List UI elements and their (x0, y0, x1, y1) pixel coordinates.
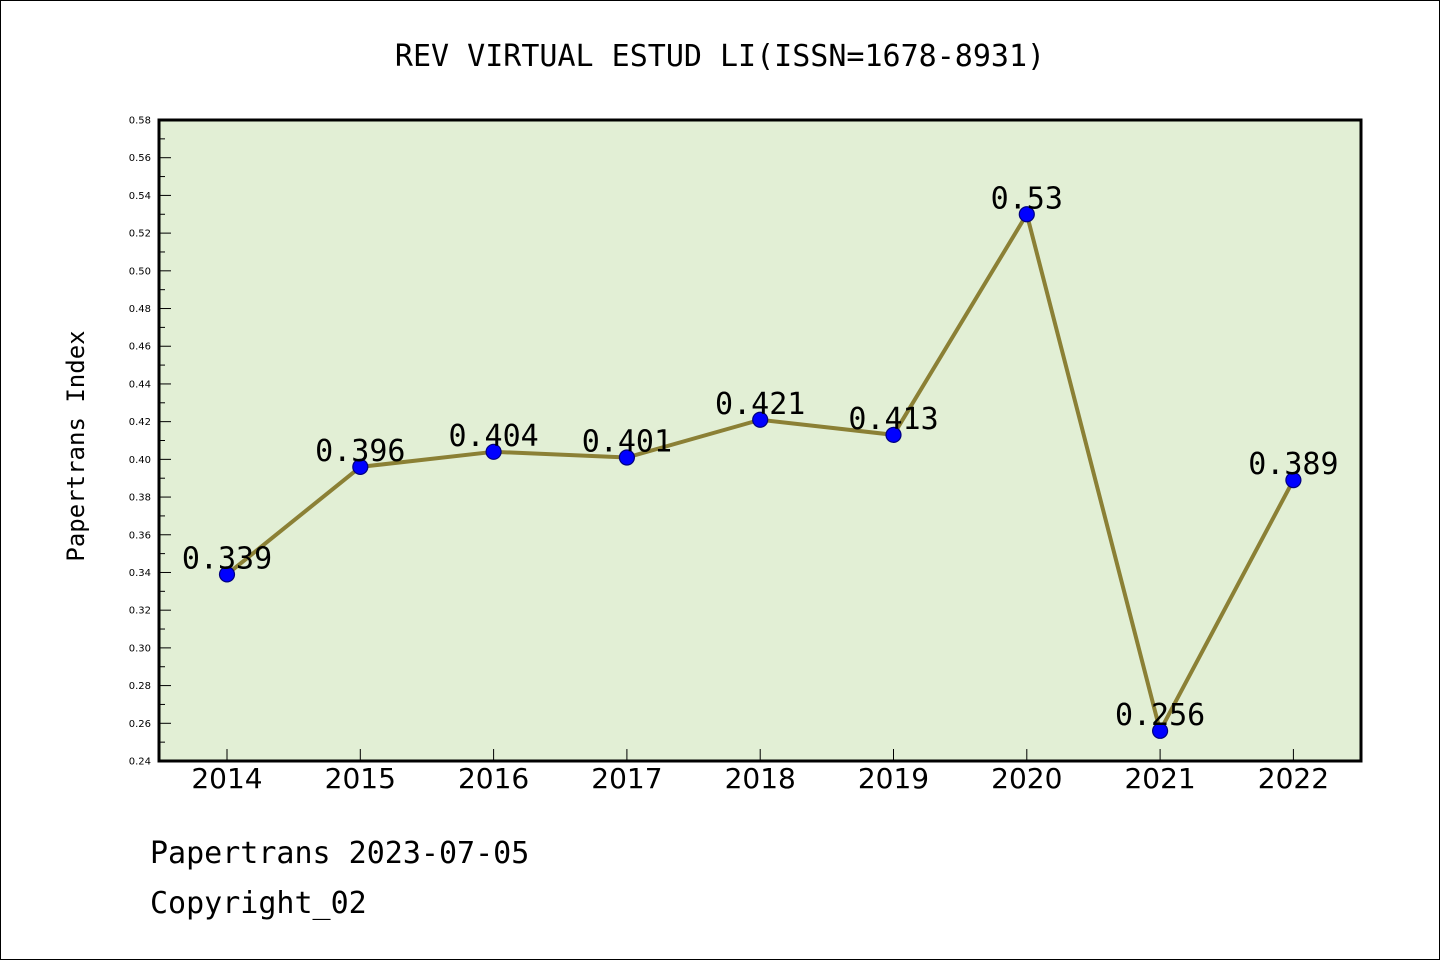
data-point (1018, 206, 1035, 223)
x-tick-label: 2016 (458, 762, 529, 795)
data-label: 0.413 (848, 402, 938, 437)
y-tick-label: 0.54 (129, 191, 151, 202)
x-tick-label: 2019 (858, 762, 929, 795)
data-label: 0.421 (715, 387, 805, 422)
data-point (485, 443, 502, 460)
x-tick-label: 2015 (325, 762, 396, 795)
footer-copyright: Copyright_02 (150, 886, 367, 921)
data-point (752, 411, 769, 428)
y-tick-label: 0.40 (129, 455, 151, 466)
y-tick-label: 0.36 (129, 530, 151, 541)
data-label: 0.404 (448, 419, 538, 454)
y-tick-label: 0.52 (129, 229, 151, 240)
y-tick-label: 0.48 (129, 304, 151, 315)
y-tick-label: 0.44 (129, 379, 151, 390)
data-label: 0.53 (991, 181, 1063, 216)
data-label: 0.339 (182, 541, 272, 576)
data-point (1151, 722, 1169, 739)
data-point (218, 566, 236, 583)
y-axis: 0.24 0.26 0.28 0.30 0.32 0.34 0.36 0.38 0.40 0.42… (129, 116, 171, 768)
y-tick-label: 0.30 (129, 643, 151, 654)
x-tick-label: 2022 (1258, 762, 1329, 795)
data-label: 0.256 (1115, 698, 1205, 733)
data-point (618, 449, 636, 466)
data-point (885, 426, 902, 443)
data-point (1285, 471, 1302, 489)
data-label: 0.401 (582, 424, 672, 459)
y-tick-label: 0.28 (129, 681, 151, 692)
y-tick-label: 0.24 (129, 757, 151, 768)
y-tick-label: 0.58 (129, 116, 151, 127)
x-tick-label: 2014 (191, 762, 262, 795)
y-tick-label: 0.56 (129, 153, 151, 164)
y-tick-label: 0.50 (129, 266, 151, 277)
data-label: 0.389 (1248, 447, 1338, 482)
x-tick-label: 2021 (1124, 762, 1195, 795)
y-tick-label: 0.34 (129, 568, 151, 579)
plot-area (157, 118, 1363, 763)
footer-date: Papertrans 2023-07-05 (150, 836, 530, 871)
x-tick-label: 2020 (991, 762, 1062, 795)
y-axis-label: Papertrans Index (62, 330, 90, 561)
y-tick-label: 0.38 (129, 493, 151, 504)
y-tick-label: 0.46 (129, 342, 151, 353)
chart-title: REV VIRTUAL ESTUD LI(ISSN=1678-8931) (395, 39, 1045, 74)
y-tick-label: 0.32 (129, 606, 151, 617)
x-tick-label: 2018 (725, 762, 796, 795)
data-point (352, 458, 369, 475)
y-tick-label: 0.26 (129, 719, 151, 730)
x-axis: 2014 2015 2016 2017 2018 2019 2020 2021 2022 (191, 749, 1329, 795)
x-tick-label: 2017 (591, 762, 662, 795)
y-tick-label: 0.42 (129, 417, 151, 428)
series-layer: 0.339 0.396 0.404 0.401 0.421 0.413 0.53 0.256 0… (182, 181, 1339, 739)
data-label: 0.396 (315, 434, 405, 469)
